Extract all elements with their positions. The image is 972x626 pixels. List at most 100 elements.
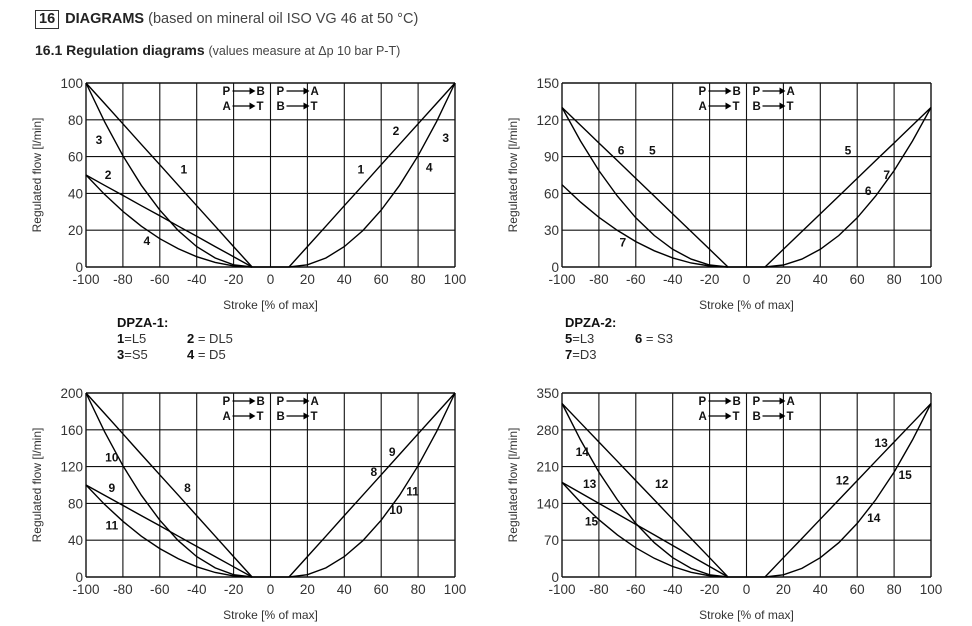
legend-num: 1 [117,331,125,346]
x-tick-label: 40 [337,272,352,287]
port-label: T [311,411,318,423]
curve-label: 1 [180,162,187,176]
port-label: T [311,101,318,113]
flow-curve-left [561,106,729,268]
arrow-head-icon [249,102,256,110]
arrow-head-icon [725,87,732,95]
legend-num: 7 [565,347,573,362]
y-tick-label: 140 [536,496,559,511]
curve-label: 8 [370,465,377,479]
curve-label: 10 [389,503,403,517]
x-axis-label: Stroke [% of max] [699,298,794,312]
arrow-head-icon [779,412,786,420]
curve-label: 7 [883,168,890,182]
arrow-head-icon [725,102,732,110]
curve-label: 12 [836,473,850,487]
arrow-head-icon [725,412,732,420]
legend-text: = DL5 [194,331,233,346]
x-tick-label: 100 [444,272,467,287]
y-tick-label: 30 [544,223,559,238]
port-label: B [257,396,265,408]
y-tick-label: 150 [536,76,559,91]
curve-label: 9 [389,445,396,459]
flow-curve-left [85,174,253,268]
arrow-head-icon [249,412,256,420]
y-tick-label: 280 [536,423,559,438]
port-label: P [699,396,707,408]
port-label: P [223,86,231,98]
port-label: T [733,411,740,423]
legend-text: = D5 [194,347,226,362]
x-tick-label: -40 [187,272,207,287]
x-tick-label: 40 [813,272,828,287]
x-tick-label: -20 [700,272,720,287]
curve-label: 5 [649,143,656,157]
x-tick-label: -100 [548,272,575,287]
flow-curve-right [764,106,932,268]
port-label: B [733,86,741,98]
curve-label: 13 [583,477,597,491]
y-axis-label: Regulated flow [l/min] [30,428,44,543]
port-label: A [311,396,319,408]
x-tick-label: -60 [150,272,170,287]
y-tick-label: 0 [551,260,559,275]
port-label: T [257,411,264,423]
curve-label: 10 [105,450,119,464]
port-label: A [223,101,231,113]
port-label: T [787,411,794,423]
arrow-head-icon [779,102,786,110]
x-tick-label: 100 [920,582,943,597]
arrow-head-icon [303,397,310,405]
x-axis-label: Stroke [% of max] [223,298,318,312]
curve-label: 15 [898,468,912,482]
x-tick-label: 100 [444,582,467,597]
flow-curve-left [561,107,729,268]
x-tick-label: 80 [887,582,902,597]
curve-label: 8 [184,481,191,495]
arrow-head-icon [303,87,310,95]
section-title: DIAGRAMS [65,11,145,27]
port-label: A [223,411,231,423]
port-label: A [699,411,707,423]
arrow-head-icon [725,397,732,405]
curve-label: 7 [620,235,627,249]
flow-curve-left [561,403,729,578]
x-tick-label: -40 [187,582,207,597]
flow-curve-left [85,82,253,268]
curve-label: 3 [442,131,449,145]
x-tick-label: 40 [813,582,828,597]
flow-direction-right: P A B T [277,396,319,423]
port-label: A [787,396,795,408]
flow-curve-left [85,484,253,578]
y-tick-label: 90 [544,150,559,165]
curve-label: 4 [144,234,151,248]
chart-3: -100 -80 -60 -40 -20 0 20 40 60 80 100 0 40 80 120 160 2… [30,386,466,622]
flow-direction-right: P A B T [277,86,319,113]
arrow-head-icon [249,397,256,405]
x-axis-label: Stroke [% of max] [223,608,318,622]
y-tick-label: 60 [68,150,83,165]
port-label: T [733,101,740,113]
x-tick-label: -100 [548,582,575,597]
x-tick-label: 60 [374,582,389,597]
y-tick-label: 120 [60,460,83,475]
flow-direction-left: P B A T [223,396,265,423]
x-tick-label: 60 [850,582,865,597]
flow-curve-left [561,403,729,578]
curve-label: 3 [96,133,103,147]
y-tick-label: 0 [75,570,83,585]
curve-label: 4 [426,161,433,175]
legend-num: 3 [117,347,125,362]
port-label: A [699,101,707,113]
flow-curve-right [288,82,456,268]
legend-text: =L3 [572,331,595,346]
x-tick-label: -60 [150,582,170,597]
x-tick-label: 80 [411,272,426,287]
y-tick-label: 210 [536,460,559,475]
flow-curve-right [288,392,456,578]
y-tick-label: 120 [536,113,559,128]
port-label: P [753,86,761,98]
x-tick-label: 20 [300,582,315,597]
port-label: T [787,101,794,113]
chart-2: -100 -80 -60 -40 -20 0 20 40 60 80 100 0 30 60 90 120 15… [506,76,942,312]
